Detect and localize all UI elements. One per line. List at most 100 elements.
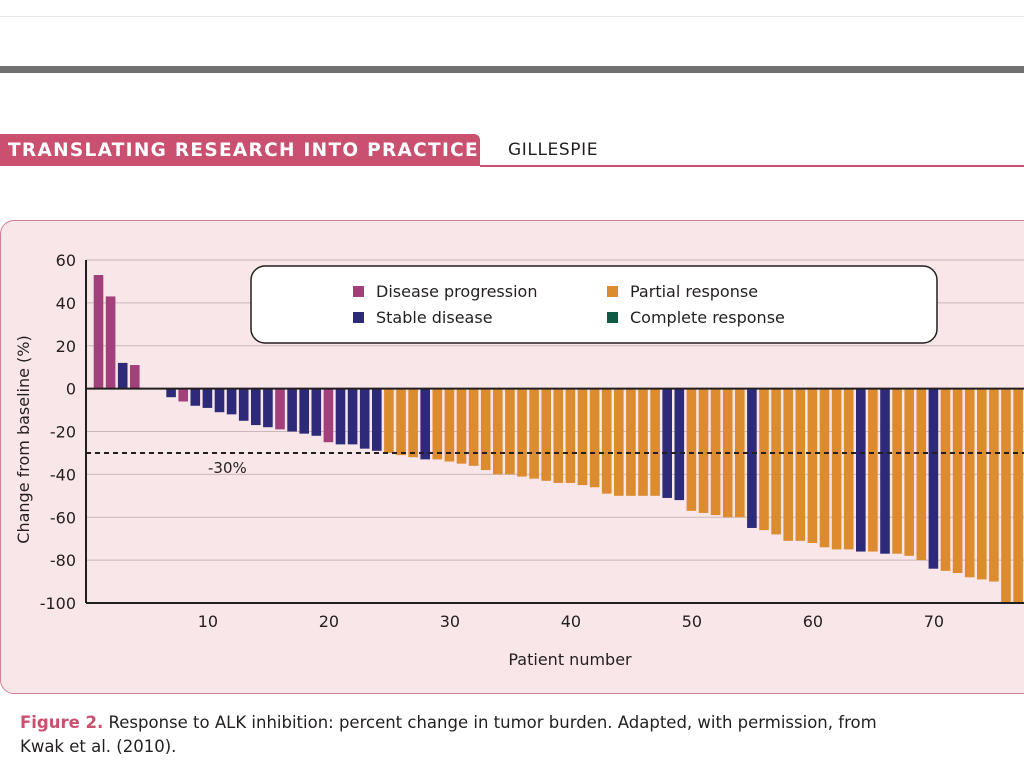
header-divider xyxy=(0,66,1024,73)
bar-patient-24 xyxy=(372,388,382,451)
x-tick-label: 20 xyxy=(319,612,339,631)
bar-patient-48 xyxy=(662,388,672,498)
y-tick-label: -40 xyxy=(50,465,76,484)
bar-patient-17 xyxy=(287,388,297,432)
bar-patient-23 xyxy=(359,388,370,449)
bar-patient-18 xyxy=(299,388,309,434)
bar-patient-40 xyxy=(565,388,576,483)
bar-patient-34 xyxy=(493,388,503,475)
bar-patient-65 xyxy=(868,388,878,552)
bar-patient-75 xyxy=(989,388,999,582)
bar-patient-73 xyxy=(964,388,975,578)
legend-label-dp: Disease progression xyxy=(376,282,537,301)
bar-patient-26 xyxy=(396,388,406,456)
legend-swatch-dp xyxy=(353,286,364,297)
bar-patient-19 xyxy=(311,388,322,436)
legend xyxy=(250,265,938,344)
y-tick-label: -60 xyxy=(50,508,76,527)
y-tick-label: -100 xyxy=(40,594,76,613)
y-tick-label: 0 xyxy=(66,380,76,399)
bar-patient-28 xyxy=(420,388,430,460)
bar-patient-45 xyxy=(626,388,636,496)
legend-swatch-pr xyxy=(607,286,618,297)
bar-patient-71 xyxy=(940,388,951,571)
bar-patient-29 xyxy=(432,388,443,460)
x-tick-label: 50 xyxy=(682,612,702,631)
bar-patient-4 xyxy=(130,365,140,389)
bar-patient-41 xyxy=(577,388,588,486)
bar-patient-66 xyxy=(880,388,890,554)
y-tick-label: -80 xyxy=(50,551,76,570)
bar-patient-76 xyxy=(1001,388,1011,603)
x-tick-label: 70 xyxy=(924,612,944,631)
bar-patient-15 xyxy=(263,388,273,428)
figure-caption: Figure 2. Response to ALK inhibition: pe… xyxy=(20,711,1024,759)
bar-patient-36 xyxy=(517,388,527,477)
bar-patient-27 xyxy=(408,388,418,458)
bar-patient-10 xyxy=(202,388,213,408)
bar-patient-8 xyxy=(178,388,188,402)
bar-patient-59 xyxy=(795,388,806,541)
top-divider xyxy=(0,16,1024,17)
bar-patient-38 xyxy=(541,388,551,481)
bar-patient-63 xyxy=(843,388,854,550)
bar-patient-21 xyxy=(335,388,346,445)
bar-patient-58 xyxy=(783,388,793,541)
legend-label-pr: Partial response xyxy=(630,282,758,301)
bar-patient-22 xyxy=(347,388,358,445)
bar-patient-61 xyxy=(819,388,830,548)
bar-patient-55 xyxy=(747,388,757,528)
bar-patient-54 xyxy=(735,388,745,518)
bar-patient-39 xyxy=(553,388,564,483)
waterfall-chart: 60 40 20 0 -20 -40 -60 -80 -100 -30% 10 20 30 40 50 60 7… xyxy=(14,251,1024,669)
bar-patient-30 xyxy=(444,388,455,462)
section-rule xyxy=(480,165,1024,167)
bar-patient-1 xyxy=(93,275,104,389)
bar-patient-12 xyxy=(226,388,237,415)
bar-patient-46 xyxy=(638,388,648,496)
y-tick-label: -20 xyxy=(50,423,76,442)
bar-patient-56 xyxy=(759,388,769,531)
section-label: TRANSLATING RESEARCH INTO PRACTICE xyxy=(0,134,480,166)
bar-patient-11 xyxy=(214,388,225,413)
bar-patient-20 xyxy=(323,388,334,443)
bar-patient-7 xyxy=(166,388,176,398)
y-tick-label: 60 xyxy=(56,251,76,270)
x-tick-label: 40 xyxy=(561,612,581,631)
bar-patient-43 xyxy=(601,388,612,494)
bar-patient-2 xyxy=(105,296,116,389)
bar-patient-32 xyxy=(468,388,479,466)
bar-patient-67 xyxy=(892,388,902,554)
bar-patient-69 xyxy=(916,388,927,561)
y-tick-label: 40 xyxy=(56,294,76,313)
legend-label-cr: Complete response xyxy=(630,308,785,327)
bar-patient-37 xyxy=(529,388,539,479)
x-axis-label: Patient number xyxy=(508,650,632,669)
caption-text-line2: Kwak et al. (2010). xyxy=(20,737,177,756)
bar-patient-14 xyxy=(251,388,261,426)
x-tick-label: 30 xyxy=(440,612,460,631)
threshold-label: -30% xyxy=(208,459,247,477)
bar-patient-31 xyxy=(456,388,467,464)
caption-text-line1: Response to ALK inhibition: percent chan… xyxy=(103,713,877,732)
bar-patient-9 xyxy=(190,388,201,406)
legend-swatch-sd xyxy=(353,312,364,323)
bar-patient-51 xyxy=(698,388,709,513)
bar-patient-44 xyxy=(614,388,624,496)
bar-patient-77 xyxy=(1013,388,1023,603)
x-tick-label: 10 xyxy=(198,612,218,631)
bar-patient-16 xyxy=(275,388,285,430)
legend-label-sd: Stable disease xyxy=(376,308,493,327)
bar-patient-3 xyxy=(117,362,128,389)
bar-patient-64 xyxy=(856,388,866,552)
author-name: GILLESPIE xyxy=(508,140,599,160)
bar-patient-50 xyxy=(686,388,697,511)
x-tick-label: 60 xyxy=(803,612,823,631)
bar-patient-13 xyxy=(238,388,249,421)
bar-patient-60 xyxy=(807,388,818,543)
bar-patient-47 xyxy=(650,388,660,496)
bar-patient-42 xyxy=(589,388,600,488)
bar-patient-62 xyxy=(831,388,842,550)
bar-patient-74 xyxy=(977,388,987,580)
y-axis-label: Change from baseline (%) xyxy=(14,335,33,543)
